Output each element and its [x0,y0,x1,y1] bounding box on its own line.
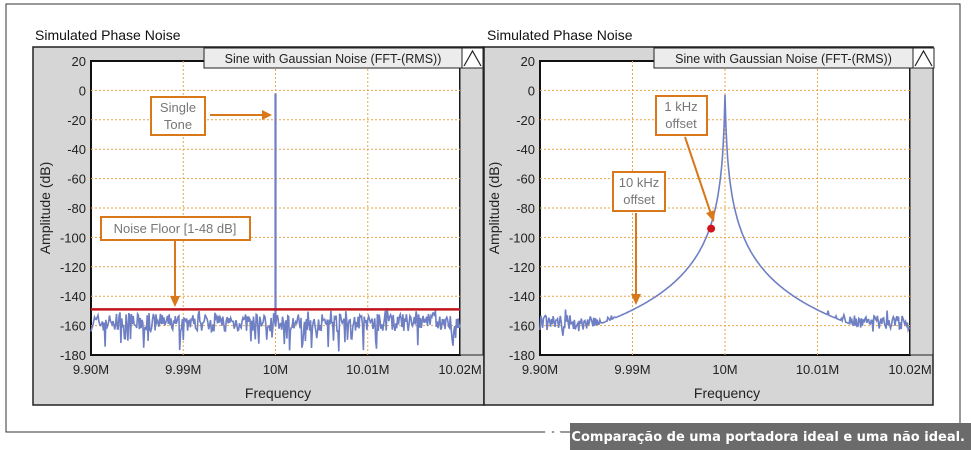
y-tick-label: 0 [528,83,535,98]
x-tick-label: 10.02M [888,362,931,377]
y-tick-label: -20 [67,113,86,128]
x-tick-label: 9.99M [614,362,650,377]
x-tick-label: 9.99M [165,362,201,377]
legend-scrollbar[interactable] [909,67,934,356]
y-tick-label: -140 [60,289,86,304]
marker-point [707,224,716,233]
y-tick-label: -180 [509,348,535,363]
y-tick-label: -100 [509,230,535,245]
x-tick-label: 9.90M [73,362,109,377]
y-tick-label: -20 [516,113,535,128]
single-tone-label-line2: Tone [164,117,192,132]
single-tone-annotation: Single Tone [150,96,272,136]
1khz-offset-line2: offset [665,116,697,131]
legend-collapse-button[interactable] [912,47,935,69]
y-tick-label: -40 [516,142,535,157]
10khz-offset-line2: offset [623,192,655,207]
figure-frame [5,3,961,433]
arrowhead-icon [706,210,715,222]
caption-box [570,423,971,450]
y-tick-label: -80 [516,201,535,216]
y-tick-label: -120 [60,260,86,275]
noise-floor-annotation: Noise Floor [1-48 dB] [100,216,251,307]
arrowhead-icon [631,294,641,305]
y-tick-label: -100 [60,230,86,245]
noise-floor-box [100,216,251,241]
10khz-offset-annotation: 10 kHz offset [612,171,666,305]
legend-collapse-button[interactable] [461,47,484,69]
y-tick-label: -140 [509,289,535,304]
x-tick-label: 10.01M [796,362,839,377]
x-tick-label: 10.02M [438,362,481,377]
y-tick-label: -80 [67,201,86,216]
legend-label: Sine with Gaussian Noise (FFT-(RMS)) [675,52,892,66]
y-tick-label: -60 [67,172,86,187]
y-axis-label: Amplitude (dB) [37,162,53,255]
legend-scrollbar[interactable] [459,67,484,356]
y-tick-label: 0 [79,83,86,98]
trace-line [539,94,911,336]
x-tick-label: 9.90M [522,362,558,377]
noise-floor-label: Noise Floor [1-48 dB] [114,221,237,236]
triangle-up-icon [914,49,933,67]
y-tick-label: 20 [72,54,86,69]
y-tick-label: -160 [60,319,86,334]
x-axis-label: Frequency [245,385,311,401]
y-tick-label: -60 [516,172,535,187]
1khz-offset-arrow [684,136,712,215]
10khz-offset-box [612,171,666,212]
legend-label: Sine with Gaussian Noise (FFT-(RMS)) [225,52,442,66]
single-tone-box [150,96,206,136]
single-tone-label-line1: Single [160,100,196,115]
caption-text: F3. Comparação de uma portadora ideal e … [544,430,965,445]
y-tick-label: -40 [67,142,86,157]
triangle-up-icon [463,49,482,67]
1khz-offset-box [655,95,708,136]
chart-title: Simulated Phase Noise [35,27,181,43]
x-axis-label: Frequency [694,385,760,401]
right-chart-panel: Simulated Phase Noise 9.90M 9.99M 10M 10.01M… [483,27,935,406]
arrowhead-icon [170,296,180,307]
y-tick-label: -160 [509,319,535,334]
y-axis-label: Amplitude (dB) [486,162,502,255]
x-tick-label: 10M [263,362,288,377]
x-tick-label: 10M [712,362,737,377]
1khz-offset-line1: 1 kHz [664,99,697,114]
arrowhead-icon [262,110,272,120]
10khz-offset-line1: 10 kHz [619,175,659,190]
trace-line [90,308,461,352]
x-tick-label: 10.01M [346,362,389,377]
chart-title: Simulated Phase Noise [487,27,633,43]
1khz-offset-annotation: 1 kHz offset [655,95,715,222]
y-tick-label: -120 [509,260,535,275]
y-tick-label: 20 [521,54,535,69]
y-tick-label: -180 [60,348,86,363]
